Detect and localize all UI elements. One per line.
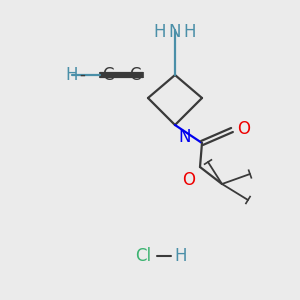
Text: Cl: Cl	[135, 247, 151, 265]
Text: C: C	[102, 66, 113, 84]
Text: H: H	[184, 23, 196, 41]
Text: N: N	[178, 128, 190, 146]
Text: H: H	[154, 23, 166, 41]
Text: -: -	[79, 66, 85, 84]
Text: H: H	[175, 247, 187, 265]
Text: N: N	[169, 23, 181, 41]
Text: C: C	[130, 66, 141, 84]
Text: O: O	[237, 120, 250, 138]
Text: H: H	[66, 66, 78, 84]
Text: O: O	[182, 171, 195, 189]
